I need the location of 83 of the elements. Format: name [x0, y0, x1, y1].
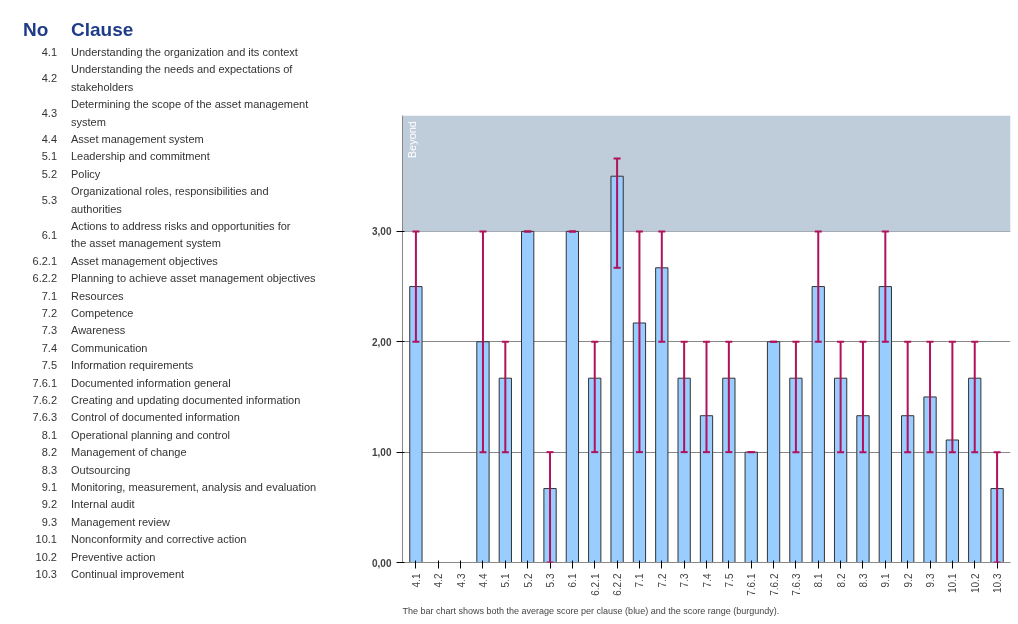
bar	[856, 415, 870, 563]
x-tick-label: 5.1	[500, 573, 512, 588]
y-tick-label: 0,00	[372, 557, 392, 569]
bar	[968, 377, 982, 563]
text: 8.3 Outsourcing	[41, 463, 131, 476]
bar	[699, 415, 714, 563]
text: The bar chart shows both the average score per clause (blue) and the score range (burgundy).	[402, 605, 780, 616]
bar	[655, 267, 669, 563]
x-tick-label: 6.2.2	[612, 573, 624, 596]
x-tick-label: 5.2	[522, 573, 534, 588]
text: 5.1 Leadership and commitment	[41, 150, 210, 163]
text: 9.1 Monitoring, measurement, analysis and evaluation	[41, 481, 317, 493]
text: 6.1 Actions to address risks and opportunities for the asset management system	[41, 220, 291, 250]
text: 7.6.1 Documented information general	[32, 376, 231, 389]
text: 7.2 Competence	[41, 307, 134, 319]
bar	[632, 322, 647, 563]
text: 5.3 Organizational roles, responsibilities and authorities	[41, 185, 269, 215]
x-tick-label: 10.3	[992, 573, 1004, 593]
text: 7.6.2 Creating and updating documented information	[32, 394, 301, 406]
x-tick-label: 4.4	[477, 573, 489, 588]
x-tick-label: 7.2	[656, 573, 668, 588]
text: 8.2 Management of change	[41, 446, 187, 459]
bar	[878, 286, 892, 563]
x-tick-label: 7.5	[723, 573, 735, 588]
x-tick-label: 6.2.1	[589, 573, 601, 596]
x-tick-label: 7.3	[679, 573, 691, 588]
x-tick-label: 7.4	[701, 573, 713, 588]
x-tick-label: 8.1	[813, 573, 825, 588]
text: 4.3 Determining the scope of the asset management system	[41, 98, 309, 128]
x-tick-label: 7.6.3	[790, 573, 802, 596]
x-tick-label: 10.1	[947, 573, 959, 593]
text: 7.6.3 Control of documented information	[32, 411, 240, 424]
text: 10.2 Preventive action	[35, 550, 156, 563]
y-tick-label: 3,00	[372, 226, 392, 238]
text: 7.5 Information requirements	[41, 359, 194, 372]
band-label: Beyond	[405, 121, 418, 159]
text: 10.1 Nonconformity and corrective action	[35, 533, 247, 546]
bar	[744, 451, 758, 563]
text: 7.4 Communication	[41, 341, 148, 354]
x-tick-label: 4.3	[455, 573, 467, 588]
text: 9.2 Internal audit	[41, 498, 135, 511]
bar	[901, 415, 915, 563]
x-tick-label: 4.2	[433, 573, 445, 588]
text: No Clause	[23, 19, 134, 41]
bar	[923, 396, 937, 563]
bar	[766, 341, 781, 563]
x-tick-label: 8.3	[857, 573, 869, 588]
text: 8.1 Operational planning and control	[41, 428, 231, 441]
bar	[789, 377, 803, 563]
x-tick-label: 8.2	[835, 573, 847, 588]
text: 7.3 Awareness	[41, 324, 126, 337]
bar	[588, 377, 602, 563]
x-tick-label: 7.6.1	[746, 573, 758, 596]
bar	[498, 377, 512, 563]
text: 9.3 Management review	[41, 515, 171, 528]
y-tick-label: 1,00	[372, 447, 392, 459]
x-tick-label: 9.3	[925, 573, 937, 588]
y-tick-label: 2,00	[372, 336, 392, 348]
text: 7.1 Resources	[41, 289, 124, 302]
bar	[811, 286, 825, 563]
bar	[409, 286, 423, 563]
x-tick-label: 5.3	[545, 573, 557, 588]
bar	[722, 377, 736, 563]
bar	[945, 439, 960, 563]
text: 6.2.1 Asset management objectives	[32, 254, 218, 267]
x-tick-label: 7.6.2	[768, 573, 780, 596]
text: 4.1 Understanding the organization and its context	[41, 46, 298, 58]
bar	[677, 377, 691, 563]
x-tick-label: 10.2	[969, 573, 981, 593]
text: 6.2.2 Planning to achieve asset management objectives	[32, 272, 316, 285]
x-tick-label: 9.2	[902, 573, 914, 588]
bar	[833, 377, 848, 563]
text: 4.2 Understanding the needs and expectations of stakeholders	[41, 63, 293, 93]
x-tick-label: 4.1	[410, 573, 422, 588]
text: 5.2 Policy	[41, 167, 101, 180]
bar	[521, 230, 535, 563]
bar	[565, 230, 580, 563]
x-tick-label: 9.1	[880, 573, 892, 588]
x-tick-label: 7.1	[634, 573, 646, 588]
x-tick-label: 6.1	[567, 573, 579, 588]
text: 4.4 Asset management system	[41, 133, 204, 145]
bar	[610, 175, 624, 563]
text: 10.3 Continual improvement	[35, 568, 185, 580]
